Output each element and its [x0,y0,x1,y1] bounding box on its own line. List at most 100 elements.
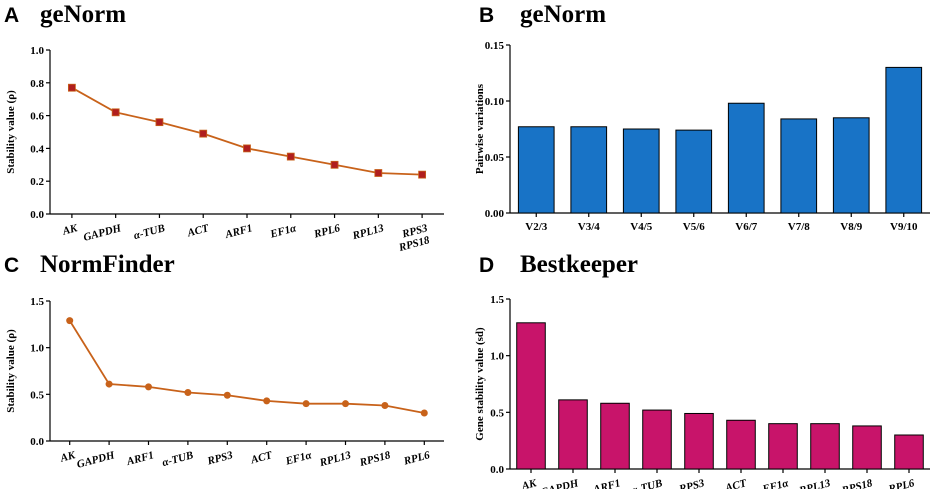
x-category-label: V7/8 [788,221,811,233]
x-category-label: ARF1 [223,222,254,241]
x-category-sublabel: RPS18 [397,234,432,254]
bar [894,434,924,470]
data-point [381,402,389,410]
x-category-label: V3/4 [578,221,601,233]
data-point [67,83,76,92]
y-tick-label: 0.0 [30,436,44,448]
bar [516,322,546,470]
x-category-label: GAPDH [539,477,580,489]
panel-letter: B [479,4,494,27]
x-category-label: RPL6 [402,449,432,468]
x-category-label: GAPDH [76,449,117,471]
y-tick-label: 0.4 [30,143,44,155]
x-category-label: α-TUB [132,222,166,242]
x-category-label: α-TUB [161,449,195,469]
x-category-label: ACT [723,477,749,489]
y-tick-label: 1.0 [30,343,44,355]
y-tick-label: 0.15 [485,40,505,52]
x-category-label: RPS18 [357,449,392,469]
bar [726,419,756,470]
bar [570,126,608,214]
y-axis-label: Stability value (ρ) [5,90,17,174]
y-tick-label: 1.5 [30,296,44,308]
data-point [420,409,428,417]
x-category-label: EF1α [283,449,313,468]
data-point [155,118,164,127]
panel-letter: A [4,4,19,27]
y-tick-label: 0.5 [30,389,44,401]
panel-d: D Bestkeeper 0.0 0.5 1.0 1.5 Gene stability va… [474,251,930,489]
x-category-label: α-TUB [630,477,664,489]
data-point [66,317,74,325]
data-point [302,400,310,408]
bar [852,425,882,470]
x-category-label: RPS3 [205,449,234,468]
panel-title: geNorm [40,1,126,28]
y-tick-label: 0.0 [490,464,504,476]
series-line [71,86,423,176]
bar [517,126,555,214]
x-category-label: V8/9 [840,221,863,233]
x-category-label: RPS18 [840,477,875,489]
series-line [68,320,425,414]
x-category-label: V4/5 [630,221,653,233]
y-tick-label: 1.5 [490,294,504,306]
x-category-label: RPL13 [797,477,832,489]
x-category-label: ARF1 [125,449,156,468]
y-tick-label: 0.5 [490,407,504,419]
bar [885,66,923,214]
x-category-label: EF1α [268,222,298,241]
data-point [145,383,152,391]
x-category-label: ACT [249,449,275,467]
bar [675,129,713,214]
data-point [330,160,339,169]
bar [832,117,870,214]
x-category-label: V2/3 [525,221,548,233]
panel-letter: D [479,254,494,277]
x-category-label: V9/10 [890,221,918,233]
data-point [184,388,192,396]
y-tick-label: 0.0 [30,209,44,221]
x-category-label: RPL6 [886,477,916,489]
panel-title: geNorm [520,1,606,28]
bar [768,423,798,470]
panel-title: NormFinder [40,251,175,278]
x-category-label: GAPDH [82,222,123,244]
y-tick-label: 0.05 [485,152,505,164]
y-tick-label: 1.0 [490,351,504,363]
data-point [223,391,231,399]
y-tick-label: 0.2 [30,176,44,188]
y-tick-label: 0.8 [30,78,44,90]
bar [727,102,765,214]
x-category-label: V6/7 [735,221,758,233]
bar [684,412,714,470]
y-axis-label: Pairwise variations [474,83,486,174]
bar [558,399,588,470]
bar [642,409,672,470]
x-category-label: AK [58,449,77,465]
data-point [286,152,295,161]
x-category-label: EF1α [760,477,790,489]
x-category-label: AK [520,477,539,489]
y-tick-label: 1.0 [30,45,44,57]
data-point [105,380,113,388]
panel-c: C NormFinder 0.0 0.5 1.0 1.5 Stability value (… [4,251,444,471]
panel-letter: C [4,254,19,277]
bar [622,128,660,214]
y-tick-label: 0.10 [485,96,505,108]
data-point [243,144,251,153]
x-category-label: RPS3 [677,477,706,489]
bar [600,402,630,470]
bar [780,118,818,214]
y-tick-label: 0.6 [30,111,44,123]
x-category-label: V5/6 [683,221,706,233]
x-category-label: RPL6 [312,222,342,241]
x-category-label: ACT [185,222,211,240]
y-tick-label: 0.00 [485,208,505,220]
x-category-label: ARF1 [591,477,622,489]
data-point [263,397,271,405]
x-category-label: AK [60,222,79,238]
data-point [199,129,208,138]
